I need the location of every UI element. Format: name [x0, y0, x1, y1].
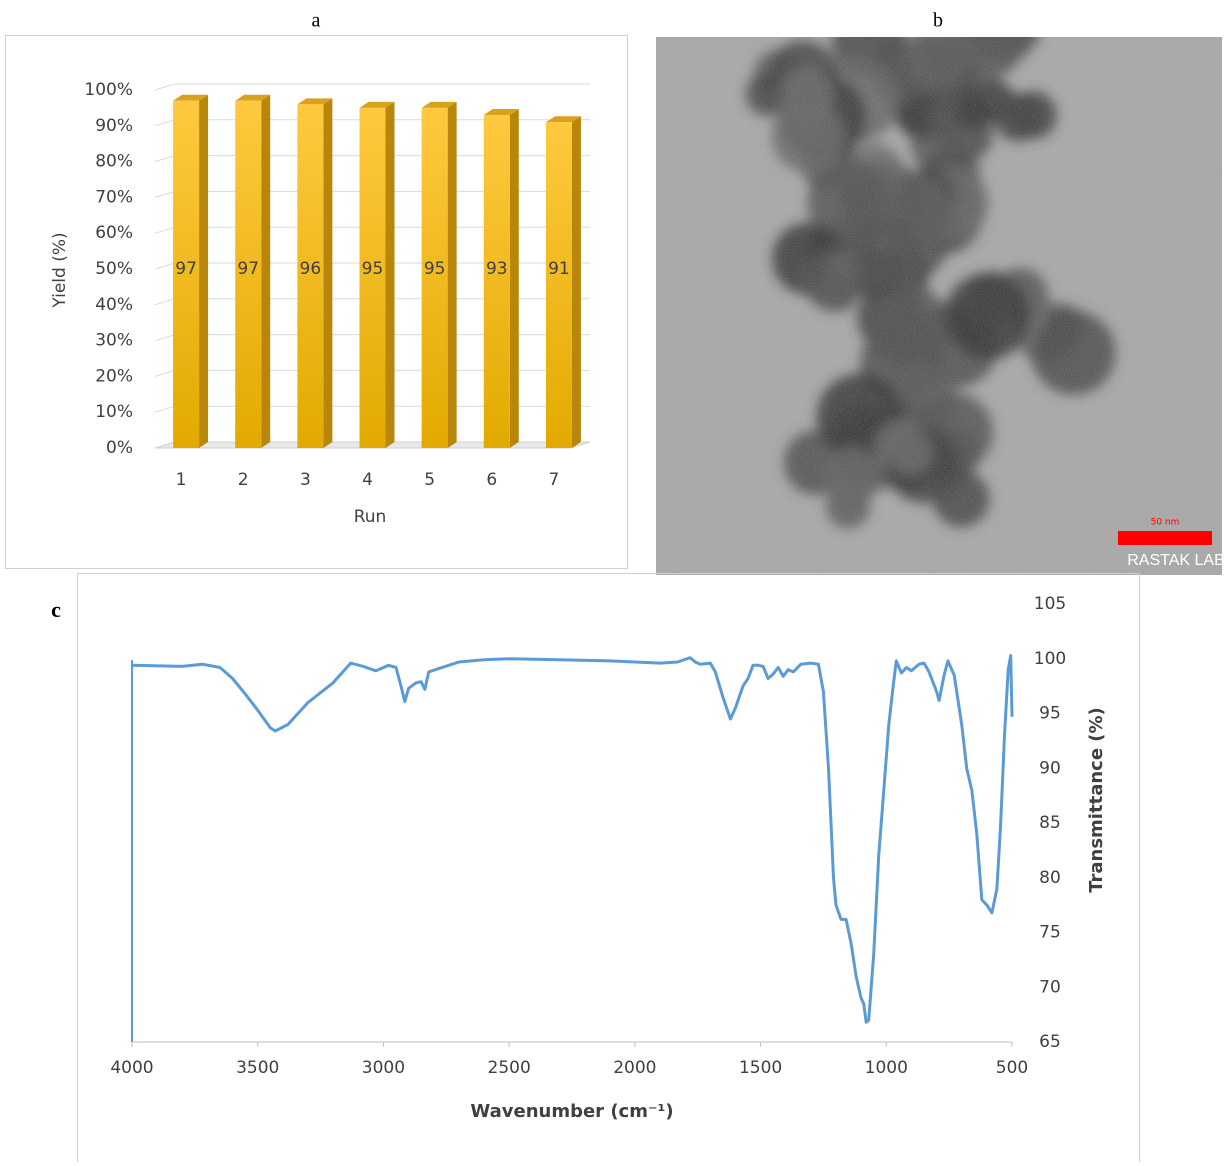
- y-tick-label: 80: [1039, 868, 1061, 888]
- bar: [297, 104, 324, 448]
- x-tick-label: 6: [486, 470, 497, 490]
- x-tick-label: 1000: [865, 1058, 908, 1078]
- y-axis-title: Transmittance (%): [1086, 707, 1107, 893]
- y-tick-label: 30%: [95, 331, 133, 351]
- bar: [545, 122, 572, 448]
- y-axis-title: Yield (%): [50, 232, 70, 308]
- y-tick-label: 100%: [84, 80, 133, 100]
- y-tick-label: 70: [1039, 977, 1061, 997]
- bar-top: [483, 109, 519, 116]
- y-tick-label: 65: [1039, 1032, 1061, 1052]
- x-tick-label: 7: [549, 470, 560, 490]
- y-tick-label: 85: [1039, 813, 1061, 833]
- y-tick-label: 50%: [95, 259, 133, 279]
- bar-side: [323, 98, 333, 448]
- bar-side: [261, 94, 271, 449]
- grid-line: [154, 83, 590, 91]
- panel-label: c: [51, 597, 61, 622]
- x-tick-label: 1500: [739, 1058, 782, 1078]
- panel-label: b: [933, 10, 943, 32]
- x-axis-title: Wavenumber (cm⁻¹): [470, 1101, 673, 1122]
- bar-top: [173, 94, 209, 101]
- y-tick-label: 0%: [106, 438, 133, 458]
- bar-side: [571, 116, 581, 448]
- data-label: 97: [237, 259, 259, 279]
- y-tick-label: 60%: [95, 223, 133, 243]
- data-label: 96: [300, 259, 322, 279]
- bar: [359, 107, 386, 449]
- x-tick-label: 2500: [488, 1058, 531, 1078]
- bar: [483, 115, 510, 448]
- y-tick-label: 70%: [95, 187, 133, 207]
- data-label: 95: [424, 259, 446, 279]
- data-label: 97: [175, 259, 197, 279]
- data-label: 91: [548, 259, 570, 279]
- y-tick-label: 95: [1039, 704, 1061, 724]
- x-tick-label: 5: [424, 470, 435, 490]
- tem-image: [656, 37, 1222, 575]
- scale-bar-label: 50 nm: [1151, 518, 1180, 528]
- image-noise: [656, 37, 1222, 575]
- bar-top: [297, 98, 333, 105]
- x-tick-label: 1: [176, 470, 187, 490]
- bar-side: [385, 101, 395, 449]
- x-tick-label: 2000: [613, 1058, 656, 1078]
- x-tick-label: 3000: [362, 1058, 405, 1078]
- bar-top: [421, 101, 457, 108]
- data-label: 95: [362, 259, 384, 279]
- y-tick-label: 75: [1039, 923, 1061, 943]
- watermark: RASTAK LAB: [1127, 552, 1225, 569]
- bar-side: [199, 94, 209, 449]
- x-tick-label: 4000: [110, 1058, 153, 1078]
- bar-top: [359, 101, 395, 108]
- y-tick-label: 10%: [95, 402, 133, 422]
- bar-top: [235, 94, 271, 101]
- x-tick-label: 3: [300, 470, 311, 490]
- x-tick-label: 3500: [236, 1058, 279, 1078]
- x-tick-label: 4: [362, 470, 373, 490]
- x-tick-label: 500: [996, 1058, 1028, 1078]
- bar-side: [447, 101, 457, 449]
- y-tick-label: 105: [1034, 594, 1066, 614]
- y-tick-label: 90%: [95, 116, 133, 136]
- scale-bar: [1118, 531, 1212, 545]
- x-axis-title: Run: [354, 507, 387, 527]
- y-tick-label: 90: [1039, 758, 1061, 778]
- bar-side: [509, 109, 519, 448]
- spectrum-line: [131, 654, 1014, 1024]
- y-tick-label: 40%: [95, 295, 133, 315]
- panel-frame: [77, 573, 1140, 1166]
- bar: [235, 100, 262, 449]
- panel-label: a: [312, 10, 321, 32]
- bar: [173, 100, 200, 449]
- y-tick-label: 80%: [95, 152, 133, 172]
- y-tick-label: 20%: [95, 366, 133, 386]
- data-label: 93: [486, 259, 508, 279]
- x-tick-label: 2: [238, 470, 249, 490]
- bar-top: [545, 116, 581, 123]
- y-tick-label: 100: [1034, 649, 1066, 669]
- bar: [421, 107, 448, 449]
